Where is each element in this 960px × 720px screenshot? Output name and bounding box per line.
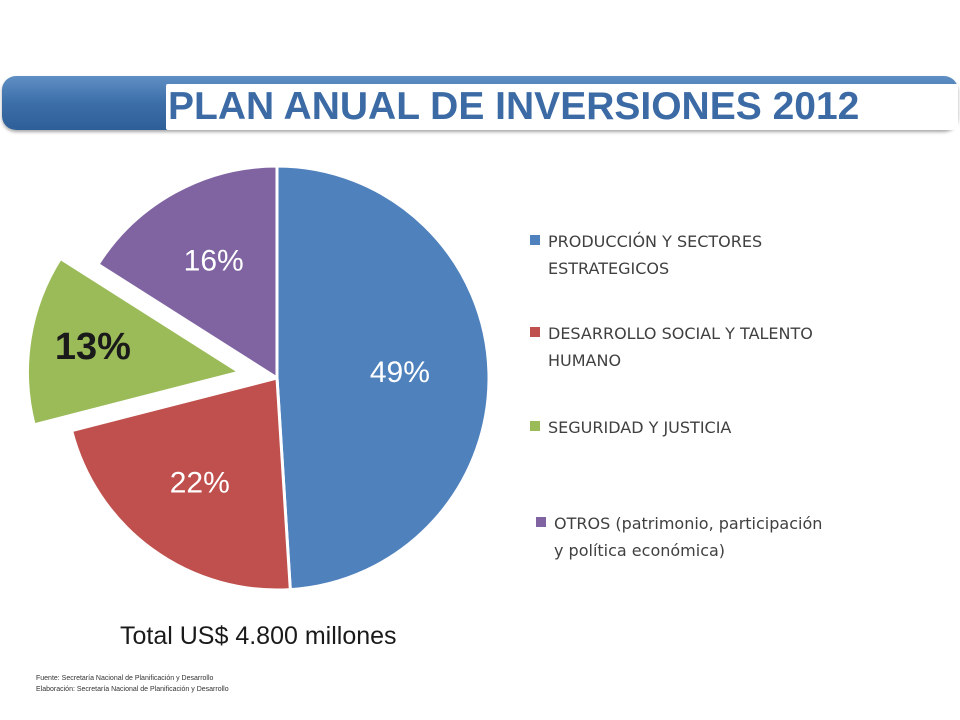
total-amount: Total US$ 4.800 millones: [120, 622, 397, 650]
legend-label-line: DESARROLLO SOCIAL Y TALENTO: [548, 324, 813, 343]
slice-data-label: 22%: [170, 466, 230, 499]
source-note: Fuente: Secretaría Nacional de Planifica…: [36, 673, 229, 695]
pie-slice: [26, 256, 244, 427]
legend-item: DESARROLLO SOCIAL Y TALENTO HUMANO: [530, 320, 813, 374]
legend-label-line: OTROS (patrimonio, participación: [554, 514, 823, 533]
legend-swatch: [536, 517, 546, 527]
source-line: Fuente: Secretaría Nacional de Planifica…: [36, 675, 214, 682]
legend-item: OTROS (patrimonio, participación y políti…: [536, 510, 822, 564]
pie-slice: [275, 164, 491, 592]
legend-swatch: [530, 235, 540, 245]
legend-label: OTROS (patrimonio, participación y políti…: [554, 510, 822, 564]
pie-chart: 49% 22% 13% 16%: [26, 164, 491, 592]
slice-data-label: 13%: [55, 326, 131, 368]
pie-slice: [95, 164, 279, 381]
legend-item: SEGURIDAD Y JUSTICIA: [530, 414, 731, 441]
legend-label-line: ESTRATEGICOS: [548, 259, 670, 278]
legend-label: SEGURIDAD Y JUSTICIA: [548, 414, 731, 441]
legend-label-line: PRODUCCIÓN Y SECTORES: [548, 232, 763, 251]
legend-label-line: y política económica): [554, 541, 726, 560]
legend-item: PRODUCCIÓN Y SECTORES ESTRATEGICOS: [530, 228, 762, 282]
legend-label-line: HUMANO: [548, 351, 622, 370]
legend-label-line: SEGURIDAD Y JUSTICIA: [548, 418, 732, 437]
slice-data-label: 49%: [370, 356, 430, 389]
elaboration-line: Elaboración: Secretaría Nacional de Plan…: [36, 686, 229, 693]
legend-label: PRODUCCIÓN Y SECTORES ESTRATEGICOS: [548, 228, 762, 282]
legend-label: DESARROLLO SOCIAL Y TALENTO HUMANO: [548, 320, 813, 374]
slice-data-label: 16%: [184, 245, 244, 278]
pie-slice: [69, 376, 292, 592]
legend-swatch: [530, 421, 540, 431]
legend-swatch: [530, 327, 540, 337]
page-title: PLAN ANUAL DE INVERSIONES 2012: [166, 84, 958, 130]
